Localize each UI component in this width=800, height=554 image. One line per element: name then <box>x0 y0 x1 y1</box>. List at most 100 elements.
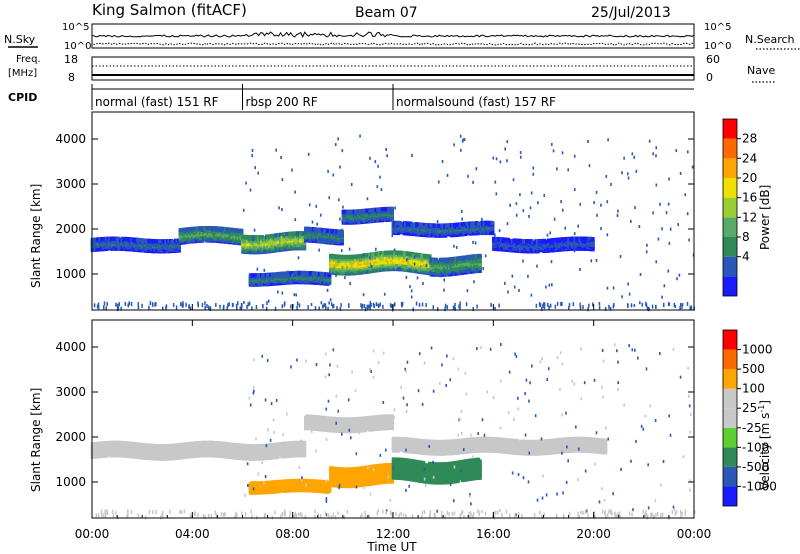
power-ground <box>197 301 199 306</box>
power-speckle <box>461 139 464 143</box>
power-ground <box>421 302 424 307</box>
power-ground <box>415 301 418 306</box>
power-speckle <box>377 164 379 168</box>
power-speckle <box>320 301 323 305</box>
power-ground <box>219 304 221 309</box>
power-ground <box>149 301 152 306</box>
power-ground <box>128 301 131 306</box>
power-speckle <box>293 293 296 297</box>
power-speckle <box>612 286 615 290</box>
power-speckle <box>357 220 359 224</box>
power-ground <box>175 305 178 310</box>
power-speckle <box>667 269 670 273</box>
power-speckle <box>610 182 612 186</box>
power-ground <box>327 306 329 311</box>
power-speckle <box>251 148 254 152</box>
power-ground <box>554 304 557 309</box>
power-ground <box>322 304 324 309</box>
power-ground <box>323 303 326 308</box>
power-speckle <box>263 276 266 280</box>
power-speckle <box>506 140 509 144</box>
power-ground <box>369 301 372 306</box>
velocity-heatmap <box>90 342 696 520</box>
freq-trace <box>92 65 694 76</box>
power-ground <box>283 302 286 307</box>
power-speckle <box>600 203 602 207</box>
power-ground <box>579 305 582 310</box>
power-speckle <box>425 264 428 268</box>
power-speckle <box>532 166 535 170</box>
power-ground <box>360 303 362 308</box>
power-speckle <box>606 200 609 204</box>
power-ground <box>647 306 649 311</box>
power-speckle <box>646 243 648 247</box>
power-ground <box>339 306 342 311</box>
power-speckle <box>595 190 598 194</box>
power-ground <box>561 301 563 306</box>
power-speckle <box>548 283 551 287</box>
power-speckle <box>460 148 462 152</box>
power-speckle <box>281 291 284 295</box>
power-speckle <box>294 218 297 222</box>
power-ground <box>598 305 601 310</box>
power-ground <box>538 302 541 307</box>
power-ground <box>240 303 243 308</box>
power-ground <box>549 303 552 308</box>
power-ground <box>418 302 421 307</box>
nsearch-line <box>91 42 694 46</box>
power-speckle <box>550 283 553 287</box>
power-cell <box>478 253 482 259</box>
power-ground <box>172 303 175 308</box>
power-ground <box>281 304 284 309</box>
power-ground <box>444 307 446 312</box>
power-ground <box>679 305 681 310</box>
velocity-cell <box>140 442 145 448</box>
power-speckle <box>686 150 689 154</box>
power-speckle <box>441 160 444 164</box>
power-ground <box>651 304 654 309</box>
power-ground <box>412 307 415 312</box>
power-ground <box>246 304 248 309</box>
power-ground <box>458 304 460 309</box>
power-speckle <box>577 224 579 228</box>
power-speckle <box>294 190 296 194</box>
power-speckle <box>482 267 485 271</box>
nave-label: Nave <box>747 64 775 77</box>
power-speckle <box>551 142 553 146</box>
power-speckle <box>635 169 638 173</box>
beam-label: Beam 07 <box>355 5 418 21</box>
power-speckle <box>349 281 351 285</box>
freq-label: Freq. <box>16 54 41 65</box>
power-speckle <box>623 156 625 160</box>
power-speckle <box>536 264 538 268</box>
power-speckle <box>598 302 601 306</box>
power-speckle <box>278 206 280 210</box>
power-ground <box>673 302 676 307</box>
power-ground <box>93 303 96 308</box>
power-speckle <box>638 225 641 229</box>
freq-tick-bottom: 8 <box>68 71 75 84</box>
power-speckle <box>443 278 445 282</box>
cpid-segment-label: normal (fast) 151 RF <box>95 95 219 109</box>
power-speckle <box>659 202 661 206</box>
station-title: King Salmon (fitACF) <box>92 1 247 19</box>
power-ground <box>124 301 127 306</box>
power-speckle <box>328 196 331 200</box>
power-speckle <box>537 201 539 205</box>
power-speckle <box>383 292 386 296</box>
power-ground <box>369 305 371 310</box>
power-ground <box>185 302 187 307</box>
power-ground <box>161 306 164 311</box>
power-speckle <box>616 213 619 217</box>
power-speckle <box>663 284 666 288</box>
power-ground <box>432 305 435 310</box>
power-ground <box>141 303 143 308</box>
nsky-tick-top: 10^5 <box>62 22 89 33</box>
power-speckle <box>590 259 593 263</box>
power-ground <box>361 303 364 308</box>
power-speckle <box>561 151 564 155</box>
power-speckle <box>628 292 631 296</box>
power-speckle <box>362 293 365 297</box>
power-speckle <box>600 227 602 231</box>
power-ground <box>608 304 610 309</box>
